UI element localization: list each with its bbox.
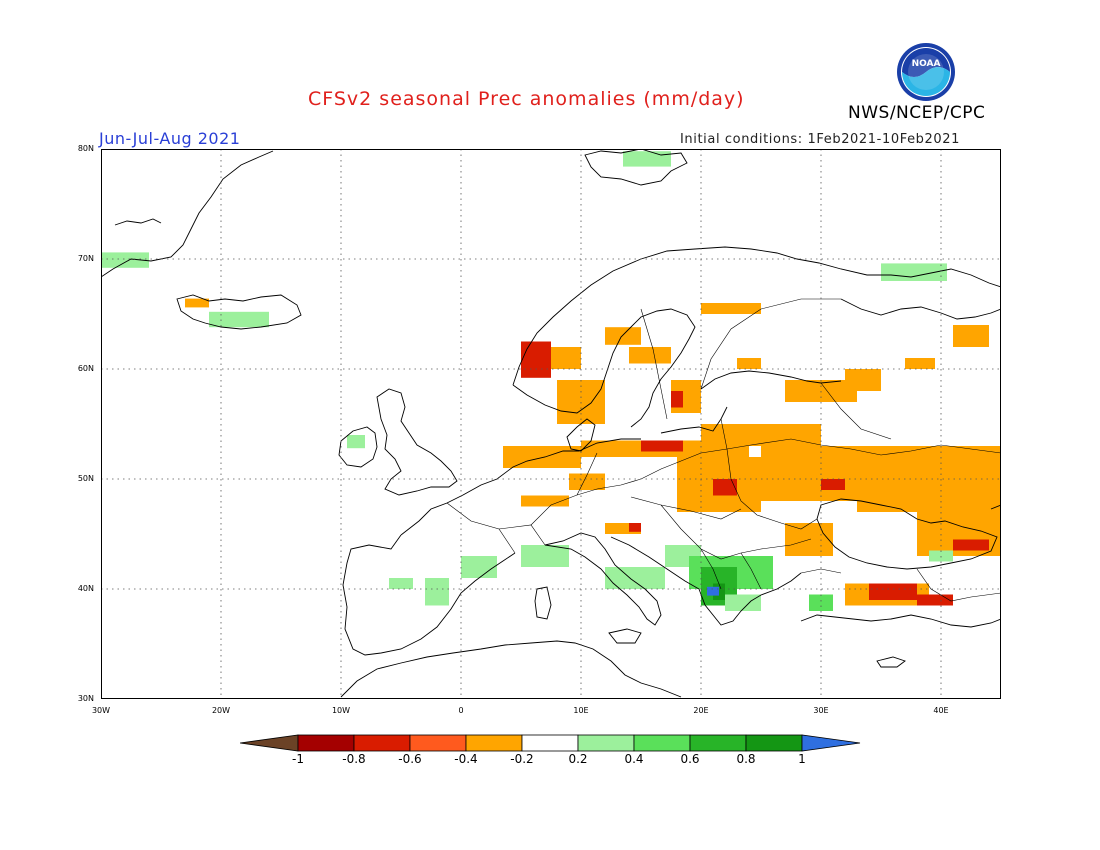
longitude-label: 0 bbox=[458, 706, 464, 715]
init-label: Initial conditions: bbox=[680, 132, 803, 147]
agency-label: NWS/NCEP/CPC bbox=[848, 103, 986, 123]
season-label: Jun-Jul-Aug 2021 bbox=[99, 129, 241, 148]
longitude-label: 20E bbox=[693, 706, 709, 715]
legend-arrow-high bbox=[801, 734, 861, 752]
color-legend bbox=[240, 734, 861, 752]
legend-swatch bbox=[297, 734, 355, 752]
legend-tick-label: 0.6 bbox=[680, 752, 700, 766]
anomaly-cell bbox=[713, 479, 737, 496]
anomaly-cell bbox=[569, 473, 605, 490]
anomaly-cell bbox=[101, 252, 149, 268]
graticule bbox=[101, 149, 1001, 699]
legend-tick-label: -0.2 bbox=[510, 752, 534, 766]
anomaly-map bbox=[101, 149, 1001, 699]
anomaly-cell bbox=[881, 263, 947, 281]
anomaly-cell bbox=[347, 435, 365, 449]
anomaly-cell bbox=[707, 586, 719, 596]
anomaly-cell bbox=[605, 523, 641, 534]
anomaly-cell bbox=[953, 325, 989, 347]
anomaly-cell bbox=[761, 446, 857, 501]
legend-swatch bbox=[409, 734, 467, 752]
coastlines bbox=[101, 149, 1001, 698]
legend-swatch bbox=[521, 734, 579, 752]
latitude-label: 30N bbox=[77, 694, 94, 703]
anomaly-regions bbox=[101, 151, 1001, 611]
legend-swatch bbox=[353, 734, 411, 752]
longitude-label: 10W bbox=[331, 706, 351, 715]
latitude-label: 50N bbox=[77, 474, 94, 483]
longitude-label: 30E bbox=[813, 706, 829, 715]
legend-tick-label: -0.6 bbox=[398, 752, 422, 766]
legend-tick-label: 0.8 bbox=[736, 752, 756, 766]
anomaly-cell bbox=[701, 303, 761, 314]
legend-swatch bbox=[633, 734, 691, 752]
anomaly-cell bbox=[605, 327, 641, 345]
anomaly-cell bbox=[671, 391, 683, 408]
anomaly-cell bbox=[629, 523, 641, 532]
initial-conditions: Initial conditions: 1Feb2021-10Feb2021 bbox=[680, 132, 960, 147]
longitude-label: 10E bbox=[573, 706, 589, 715]
anomaly-cell bbox=[521, 341, 551, 378]
longitude-label: 30W bbox=[91, 706, 111, 715]
anomaly-cell bbox=[845, 369, 881, 391]
anomaly-cell bbox=[629, 347, 671, 364]
legend-tick-label: -0.8 bbox=[342, 752, 366, 766]
anomaly-cell bbox=[701, 424, 821, 446]
latitude-label: 60N bbox=[77, 364, 94, 373]
anomaly-cell bbox=[725, 594, 761, 611]
legend-tick-label: -1 bbox=[292, 752, 304, 766]
legend-swatch bbox=[577, 734, 635, 752]
logo-text: NOAA bbox=[912, 59, 941, 69]
anomaly-cell bbox=[809, 594, 833, 611]
anomaly-cell bbox=[521, 495, 569, 507]
anomaly-cell bbox=[551, 347, 581, 369]
anomaly-cell bbox=[917, 594, 953, 606]
init-range: 1Feb2021-10Feb2021 bbox=[807, 132, 961, 147]
legend-swatch bbox=[689, 734, 747, 752]
anomaly-cell bbox=[641, 440, 683, 452]
map-title: CFSv2 seasonal Prec anomalies (mm/day) bbox=[308, 88, 745, 110]
anomaly-cell bbox=[521, 545, 569, 567]
longitude-label: 40E bbox=[933, 706, 949, 715]
anomaly-cell bbox=[821, 479, 845, 490]
anomaly-cell bbox=[503, 446, 581, 468]
anomaly-cell bbox=[953, 539, 989, 551]
anomaly-cell bbox=[905, 358, 935, 369]
latitude-label: 70N bbox=[77, 254, 94, 263]
anomaly-cell bbox=[869, 583, 917, 600]
anomaly-cell bbox=[857, 446, 1001, 512]
anomaly-cell bbox=[623, 151, 671, 167]
longitude-label: 20W bbox=[211, 706, 231, 715]
anomaly-cell bbox=[185, 298, 209, 308]
anomaly-cell bbox=[605, 567, 665, 589]
anomaly-cell bbox=[209, 311, 269, 328]
anomaly-cell bbox=[461, 556, 497, 578]
anomaly-cell bbox=[737, 358, 761, 369]
legend-swatch bbox=[745, 734, 803, 752]
legend-arrow-low bbox=[240, 734, 299, 752]
legend-tick-label: 1 bbox=[798, 752, 806, 766]
anomaly-cell bbox=[389, 578, 413, 589]
noaa-logo: NOAA bbox=[897, 43, 955, 101]
legend-tick-label: 0.4 bbox=[624, 752, 644, 766]
latitude-label: 80N bbox=[77, 144, 94, 153]
legend-tick-label: 0.2 bbox=[568, 752, 588, 766]
legend-swatch bbox=[465, 734, 523, 752]
latitude-label: 40N bbox=[77, 584, 94, 593]
anomaly-cell bbox=[425, 578, 449, 606]
legend-tick-label: -0.4 bbox=[454, 752, 478, 766]
